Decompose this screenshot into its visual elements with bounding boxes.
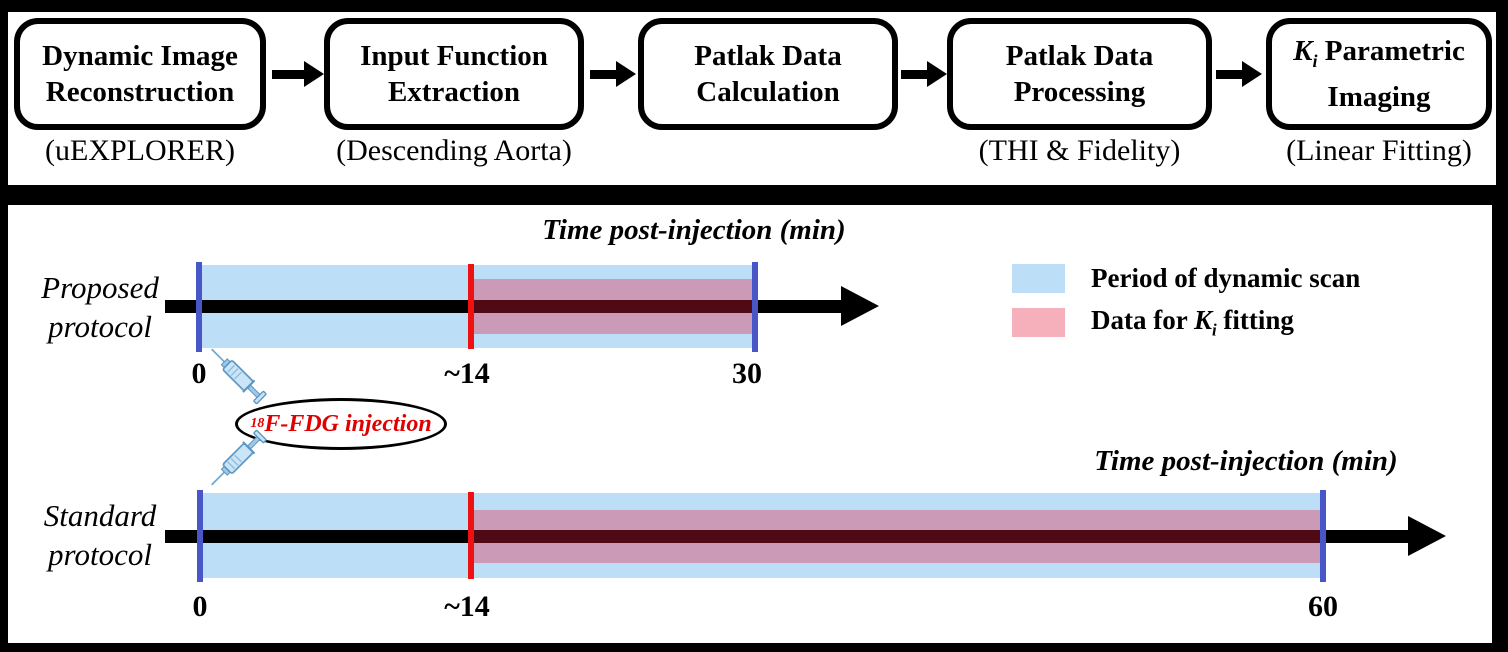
flow-box-line: Ki Parametric — [1293, 33, 1465, 79]
flow-box-line: Dynamic Image — [42, 40, 238, 72]
standard-axis-arrow-head — [1408, 516, 1446, 556]
proposed-tick-14: ~14 — [444, 357, 490, 390]
proposed-axis-arrow-head — [841, 286, 879, 326]
flow-box-line: Patlak Data — [694, 40, 842, 72]
proposed-tick-0: 0 — [191, 357, 207, 390]
flow-box-line: Extraction — [387, 76, 521, 108]
proposed-tick-30: 30 — [732, 357, 762, 390]
arrow-shaft — [901, 70, 927, 79]
proposed-label-line2: protocol — [48, 309, 152, 344]
standard-marker-60 — [1320, 490, 1326, 582]
ki-subscript: i — [1212, 320, 1217, 340]
flow-box-dynamic-image-reconstruction: Dynamic Image Reconstruction — [14, 18, 266, 130]
arrow-shaft — [590, 70, 616, 79]
legend-fit-post: fitting — [1216, 305, 1294, 335]
injection-callout: 18 F-FDG injection — [235, 398, 447, 450]
standard-tick-60: 60 — [1308, 590, 1338, 623]
ki-subscript: i — [1312, 50, 1318, 71]
legend: Period of dynamic scan Data for Ki fitti… — [1012, 263, 1360, 351]
isotope-superscript: 18 — [250, 416, 265, 431]
flow-box-line: Imaging — [1327, 80, 1431, 113]
legend-label-scan: Period of dynamic scan — [1091, 263, 1361, 293]
standard-fit-band — [471, 510, 1323, 563]
flow-box-patlak-data-processing: Patlak Data Processing — [947, 18, 1212, 130]
standard-marker-14 — [468, 492, 474, 579]
proposed-marker-0 — [196, 262, 202, 352]
injection-label: F-FDG injection — [264, 410, 432, 437]
legend-label-fit: Data for Ki fitting — [1091, 305, 1294, 340]
flow-box-ki-parametric-imaging: Ki Parametric Imaging — [1266, 18, 1492, 130]
standard-label-line1: Standard — [43, 498, 157, 533]
proposed-marker-14 — [468, 264, 474, 349]
legend-swatch-scan — [1012, 264, 1065, 293]
legend-swatch-fit — [1012, 308, 1065, 338]
flow-box-line: Processing — [1013, 76, 1146, 108]
flow-box-line: Reconstruction — [45, 76, 235, 108]
standard-protocol-label: Standard protocol — [20, 496, 180, 574]
flow-box-line-rest: Parametric — [1317, 35, 1465, 68]
standard-label-line2: protocol — [48, 537, 152, 572]
arrow-head — [927, 61, 947, 87]
flow-caption-thi-fidelity: (THI & Fidelity) — [978, 134, 1181, 167]
flow-caption-descending-aorta: (Descending Aorta) — [336, 134, 572, 167]
standard-tick-14: ~14 — [444, 590, 490, 623]
flow-box-line: Calculation — [696, 76, 840, 108]
syringe-icon — [211, 429, 267, 486]
proposed-marker-30 — [752, 262, 758, 352]
arrow-head — [1242, 61, 1262, 87]
ki-symbol: K — [1293, 35, 1313, 68]
flow-box-line: Input Function — [360, 40, 548, 72]
axis-title-proposed: Time post-injection (min) — [542, 214, 846, 246]
arrow-shaft — [272, 70, 304, 79]
arrow-head — [616, 61, 636, 87]
flow-box-patlak-data-calculation: Patlak Data Calculation — [638, 18, 898, 130]
standard-time-axis — [165, 530, 1408, 543]
legend-row-fit: Data for Ki fitting — [1012, 305, 1360, 340]
proposed-label-line1: Proposed — [41, 270, 159, 305]
flow-caption-uexplorer: (uEXPLORER) — [45, 134, 235, 167]
standard-tick-0: 0 — [192, 590, 208, 623]
proposed-time-axis — [165, 300, 841, 313]
legend-fit-pre: Data for — [1091, 305, 1194, 335]
flow-box-line: Patlak Data — [1005, 40, 1154, 72]
legend-row-scan: Period of dynamic scan — [1012, 263, 1360, 294]
arrow-shaft — [1216, 70, 1242, 79]
proposed-fit-band — [471, 279, 757, 334]
axis-title-standard: Time post-injection (min) — [1094, 445, 1398, 477]
arrow-head — [304, 61, 324, 87]
syringe-icon — [211, 348, 267, 405]
proposed-protocol-label: Proposed protocol — [20, 268, 180, 346]
flow-caption-linear-fitting: (Linear Fitting) — [1286, 134, 1472, 167]
ki-symbol: K — [1193, 305, 1212, 335]
standard-marker-0 — [197, 490, 203, 582]
flow-box-input-function-extraction: Input Function Extraction — [324, 18, 584, 130]
